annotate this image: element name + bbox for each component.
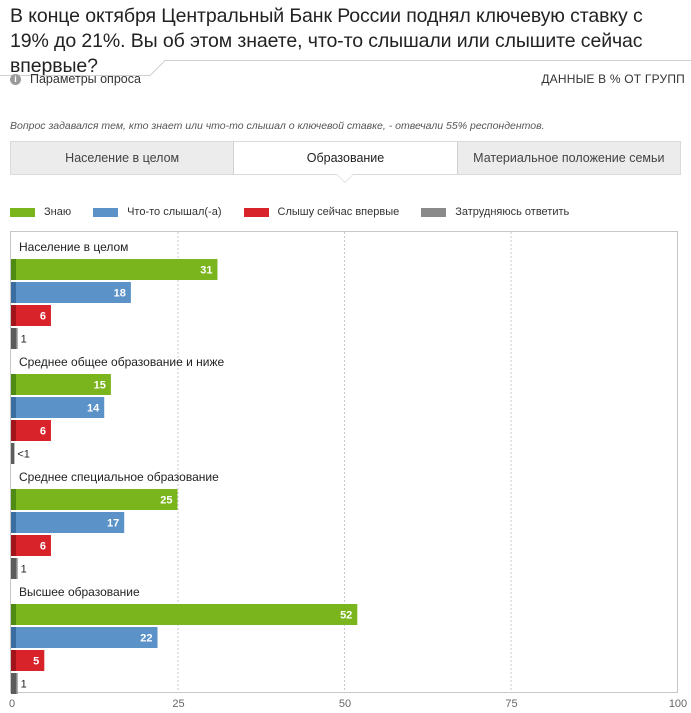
- data-label-0-3: 52: [340, 610, 352, 622]
- legend-item-hard-to-say[interactable]: Затрудняюсь ответить: [421, 206, 569, 218]
- bar-accent-1-0: [11, 282, 16, 303]
- legend-swatch-know: [10, 207, 35, 217]
- bar-2-0: [11, 305, 51, 326]
- tab-financial-status[interactable]: Материальное положение семьи: [473, 151, 665, 165]
- survey-params-button[interactable]: i Параметры опроса: [10, 70, 141, 88]
- data-units-label: ДАННЫЕ В % ОТ ГРУПП: [541, 72, 685, 86]
- bar-2-2: [11, 535, 51, 556]
- legend-label-first-time: Слышу сейчас впервые: [277, 206, 400, 218]
- data-label-3-3: 1: [21, 679, 27, 691]
- bar-accent-3-1: [11, 443, 15, 464]
- bar-accent-3-3: [11, 673, 16, 694]
- bar-0-0: [11, 259, 218, 280]
- bar-accent-3-2: [11, 558, 16, 579]
- bar-accent-0-1: [11, 374, 16, 395]
- data-label-2-0: 6: [40, 311, 46, 323]
- category-label: Среднее специальное образование: [19, 470, 219, 484]
- bar-1-1: [11, 397, 105, 418]
- legend-item-know[interactable]: Знаю: [10, 206, 71, 218]
- header-divider: [0, 57, 691, 81]
- survey-params-label: Параметры опроса: [30, 72, 141, 86]
- bar-0-3: [11, 604, 358, 625]
- tab-education[interactable]: Образование: [234, 142, 458, 174]
- plot-frame: [10, 231, 678, 693]
- chart-legend: Знаю Что-то слышал(-а) Слышу сейчас впер…: [10, 206, 591, 218]
- data-label-3-1: <1: [17, 449, 30, 461]
- category-label: Среднее общее образование и ниже: [19, 355, 224, 369]
- data-label-1-3: 22: [140, 633, 152, 645]
- bar-2-3: [11, 650, 45, 671]
- bar-accent-2-2: [11, 535, 16, 556]
- bar-accent-1-3: [11, 627, 16, 648]
- data-label-1-1: 14: [87, 403, 100, 415]
- data-label-0-1: 15: [94, 380, 106, 392]
- question-note: Вопрос задавался тем, кто знает или что-…: [10, 120, 545, 132]
- data-label-2-1: 6: [40, 426, 46, 438]
- bar-0-1: [11, 374, 111, 395]
- bar-1-2: [11, 512, 125, 533]
- legend-swatch-heard: [93, 207, 119, 217]
- x-tick-label-50: 50: [339, 698, 351, 710]
- tab-bar: Население в целом Образование Материальн…: [10, 141, 681, 175]
- legend-label-heard: Что-то слышал(-а): [127, 206, 222, 218]
- category-label: Высшее образование: [19, 585, 140, 599]
- tab-population[interactable]: Население в целом: [11, 142, 235, 174]
- legend-label-know: Знаю: [44, 206, 72, 218]
- bar-accent-0-3: [11, 604, 16, 625]
- bar-accent-0-0: [11, 259, 16, 280]
- legend-item-heard[interactable]: Что-то слышал(-а): [93, 206, 222, 218]
- bar-accent-1-2: [11, 512, 16, 533]
- bar-0-2: [11, 489, 178, 510]
- x-tick-label-0: 0: [9, 698, 15, 710]
- data-label-2-3: 5: [33, 656, 39, 668]
- bar-accent-3-0: [11, 328, 16, 349]
- bar-chart: 0 25 50 75 100 Население в целом 31 18 6 1 Среднее…: [9, 231, 687, 710]
- bar-1-3: [11, 627, 158, 648]
- active-tab-pointer: [337, 174, 353, 182]
- data-label-0-2: 25: [160, 495, 172, 507]
- data-label-2-2: 6: [40, 541, 46, 553]
- data-label-3-2: 1: [21, 564, 27, 576]
- legend-swatch-first-time: [243, 207, 269, 217]
- category-label: Население в целом: [19, 240, 128, 254]
- bar-accent-0-2: [11, 489, 16, 510]
- bar-1-0: [11, 282, 131, 303]
- x-tick-label-75: 75: [505, 698, 517, 710]
- question-title: В конце октября Центральный Банк России …: [10, 5, 643, 77]
- data-label-1-2: 17: [107, 518, 119, 530]
- info-icon: i: [10, 73, 21, 85]
- data-label-1-0: 18: [114, 288, 126, 300]
- bar-2-1: [11, 420, 51, 441]
- legend-swatch-hard-to-say: [421, 207, 447, 217]
- bar-accent-1-1: [11, 397, 16, 418]
- bar-accent-2-0: [11, 305, 16, 326]
- data-label-0-0: 31: [200, 265, 212, 277]
- x-tick-label-100: 100: [669, 698, 687, 710]
- data-label-3-0: 1: [21, 334, 27, 346]
- legend-item-first-time[interactable]: Слышу сейчас впервые: [243, 206, 400, 218]
- bar-accent-2-1: [11, 420, 16, 441]
- bar-accent-2-3: [11, 650, 16, 671]
- legend-label-hard-to-say: Затрудняюсь ответить: [455, 206, 570, 218]
- x-tick-label-25: 25: [172, 698, 184, 710]
